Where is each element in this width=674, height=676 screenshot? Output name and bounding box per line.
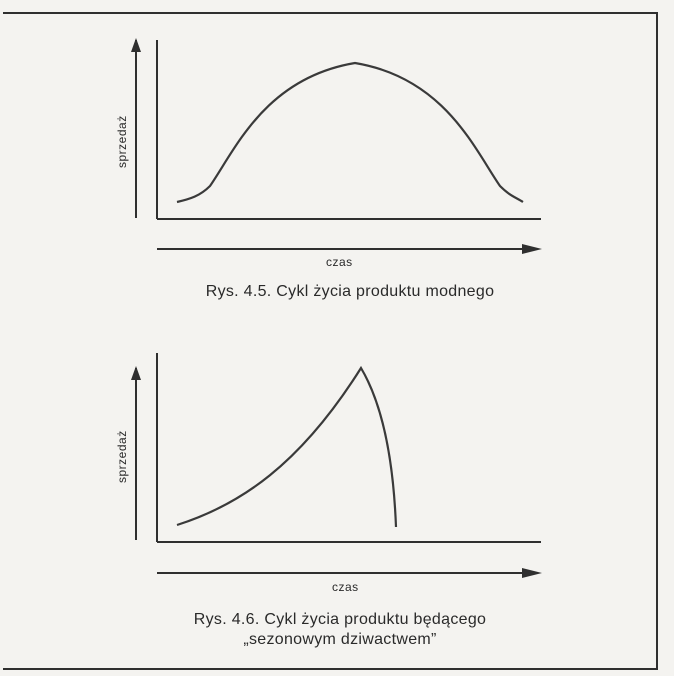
page-frame: [3, 12, 658, 670]
x-arrow-head: [522, 568, 542, 578]
figure-4-6-x-label: czas: [332, 580, 359, 594]
figure-4-5-x-label: czas: [326, 255, 353, 269]
y-arrow-head: [131, 38, 141, 52]
figure-4-5-y-label: sprzedaż: [115, 115, 129, 168]
fashion-lifecycle-curve: [176, 61, 524, 204]
caption-line: Rys. 4.6. Cykl życia produktu będącego: [193, 611, 487, 628]
fad-lifecycle-curve: [176, 365, 398, 528]
figure-4-6: [131, 353, 542, 578]
figure-4-5-caption: Rys. 4.5. Cykl życia produktu modnego: [120, 282, 580, 302]
caption-line: Rys. 4.5. Cykl życia produktu modnego: [205, 283, 495, 300]
figure-4-5: [131, 38, 542, 254]
caption-line: „sezonowym dziwactwem”: [243, 631, 437, 648]
figure-4-6-caption: Rys. 4.6. Cykl życia produktu będącego „…: [110, 610, 570, 650]
figure-4-6-y-label: sprzedaż: [115, 430, 129, 483]
x-arrow-head: [522, 244, 542, 254]
y-arrow-head: [131, 366, 141, 380]
